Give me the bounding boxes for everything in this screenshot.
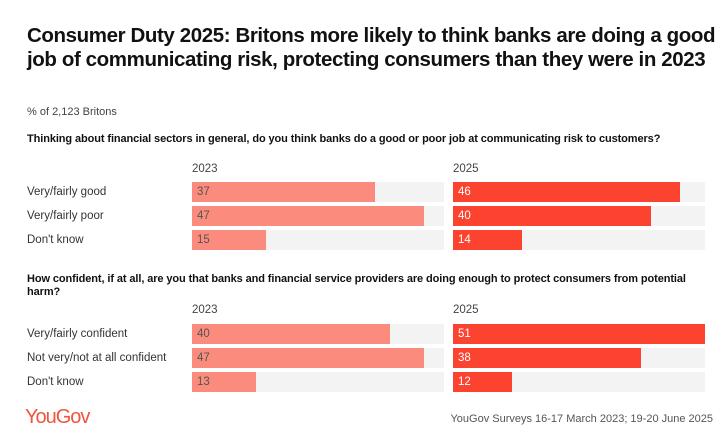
category-label: Very/fairly confident xyxy=(27,328,128,340)
data-label: 15 xyxy=(197,234,210,246)
bar-2025 xyxy=(453,348,641,368)
bar-track: 37 xyxy=(192,182,444,202)
bar-track: 13 xyxy=(192,372,444,392)
category-label: Very/fairly good xyxy=(27,186,107,198)
data-label: 47 xyxy=(197,210,210,222)
question-title: How confident, if at all, are you that b… xyxy=(27,273,686,298)
bar-2023 xyxy=(192,348,425,368)
data-label: 40 xyxy=(458,210,471,222)
source-note: YouGov Surveys 16-17 March 2023; 19-20 J… xyxy=(450,413,713,425)
data-label: 14 xyxy=(458,234,471,246)
year-label: 2023 xyxy=(192,163,218,175)
chart-title: Consumer Duty 2025: Britons more likely … xyxy=(27,24,716,71)
data-label: 13 xyxy=(197,376,210,388)
bar-track: 15 xyxy=(192,230,444,250)
bar-2025 xyxy=(453,206,651,226)
bar-track: 12 xyxy=(453,372,705,392)
bar-2023 xyxy=(192,230,267,250)
category-label: Not very/not at all confident xyxy=(27,352,167,364)
bar-track: 47 xyxy=(192,206,444,226)
bar-track: 51 xyxy=(453,324,705,344)
year-label: 2025 xyxy=(453,304,479,316)
category-label: Don't know xyxy=(27,376,84,388)
year-label: 2025 xyxy=(453,163,479,175)
yougov-logo: YouGov xyxy=(25,406,90,428)
bar-2025 xyxy=(453,324,705,344)
bar-track: 47 xyxy=(192,348,444,368)
category-label: Don't know xyxy=(27,234,84,246)
bar-2025 xyxy=(453,230,523,250)
chart-subtitle: % of 2,123 Britons xyxy=(27,106,117,118)
data-label: 51 xyxy=(458,328,471,340)
data-label: 38 xyxy=(458,352,471,364)
data-label: 47 xyxy=(197,352,210,364)
bar-2023 xyxy=(192,372,257,392)
question-title: Thinking about financial sectors in gene… xyxy=(27,133,661,145)
bar-track: 40 xyxy=(192,324,444,344)
bar-2025 xyxy=(453,182,681,202)
data-label: 46 xyxy=(458,186,471,198)
bar-track: 14 xyxy=(453,230,705,250)
data-label: 40 xyxy=(197,328,210,340)
bar-2023 xyxy=(192,324,390,344)
bar-2023 xyxy=(192,182,375,202)
data-label: 12 xyxy=(458,376,471,388)
bar-track: 40 xyxy=(453,206,705,226)
category-label: Very/fairly poor xyxy=(27,210,104,222)
bar-track: 38 xyxy=(453,348,705,368)
bar-track: 46 xyxy=(453,182,705,202)
year-label: 2023 xyxy=(192,304,218,316)
bar-2025 xyxy=(453,372,513,392)
bar-2023 xyxy=(192,206,425,226)
data-label: 37 xyxy=(197,186,210,198)
